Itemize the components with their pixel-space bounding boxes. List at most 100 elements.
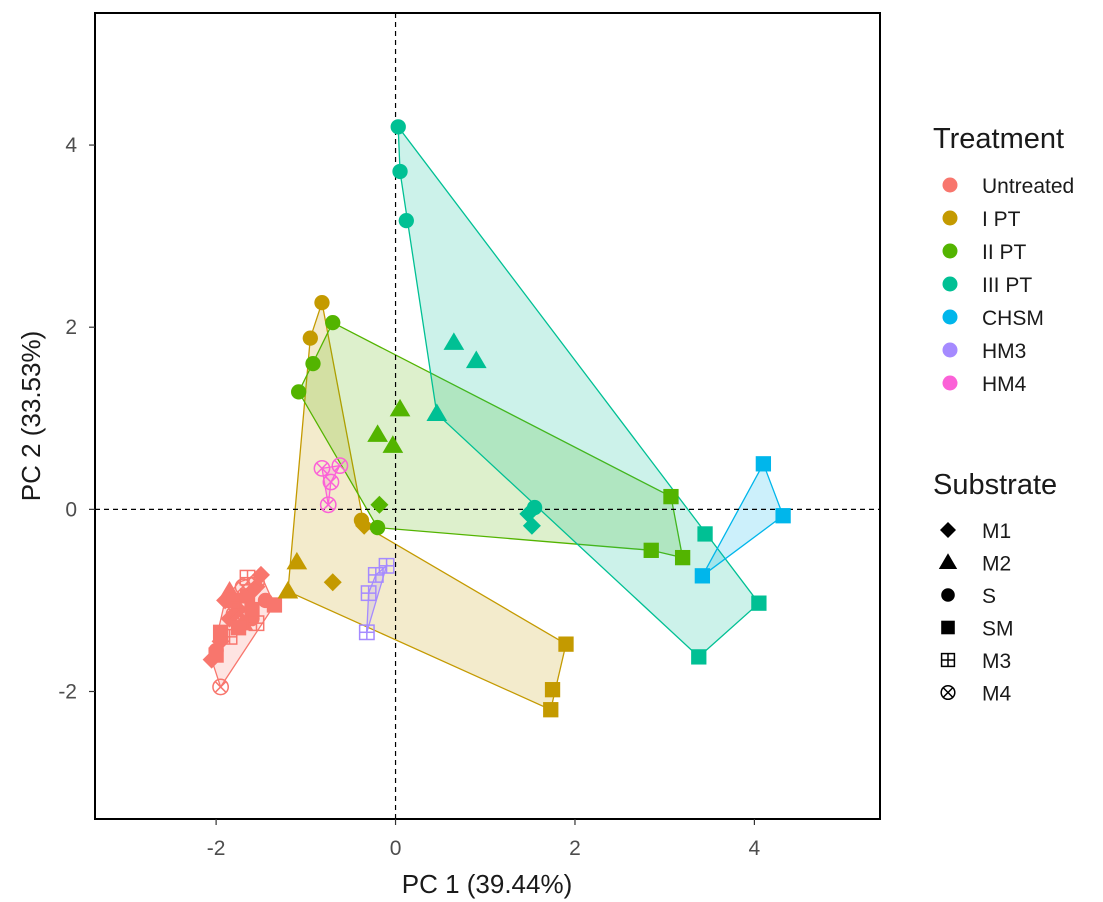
- point-i-pt-sm-7: [558, 636, 574, 652]
- point-chsm-sm-2: [694, 568, 711, 584]
- x-axis-title: PC 1 (39.44%): [402, 869, 573, 899]
- point-untreated-m3-23: [248, 615, 265, 632]
- point-iii-pt-m2-7: [465, 350, 487, 369]
- point-iii-pt-s-0: [390, 119, 406, 135]
- x-axis-ticks: -2 0 2 4: [207, 819, 761, 860]
- point-untreated-sm-15: [266, 597, 283, 613]
- legend-treatment-title: Treatment: [933, 123, 1064, 155]
- point-untreated-m4-24: [212, 678, 230, 696]
- plot-panel: [94, 12, 881, 820]
- point-i-pt-s-1: [302, 330, 318, 346]
- legend-key-m4: [940, 684, 956, 701]
- legend-label-m2: M2: [982, 553, 1011, 576]
- legend-treatment-items: Untreated I PT II PT III PT CHSM HM3 HM4: [942, 175, 1074, 396]
- legend-label-s: S: [982, 585, 996, 608]
- legend-label-hm4: HM4: [982, 373, 1027, 396]
- point-iii-pt-sm-10: [751, 595, 767, 611]
- point-i-pt-m2-5: [286, 551, 308, 570]
- legend: Treatment Untreated I PT II PT III PT CHSM HM…: [933, 123, 1074, 706]
- point-untreated-m4-27: [225, 605, 243, 623]
- point-iii-pt-sm-11: [691, 649, 707, 665]
- legend-label-m4: M4: [982, 683, 1011, 706]
- point-ii-pt-m2-5: [389, 398, 411, 417]
- legend-key-untreated: [942, 177, 958, 193]
- legend-key-hm3: [942, 342, 958, 358]
- x-tick-label: 0: [390, 837, 402, 860]
- legend-key-hm4: [942, 375, 958, 391]
- reference-lines: [95, 13, 880, 819]
- point-chsm-sm-0: [755, 456, 772, 472]
- legend-key-sm: [941, 620, 955, 635]
- legend-label-untreated: Untreated: [982, 175, 1074, 198]
- point-i-pt-sm-8: [544, 682, 561, 698]
- legend-label-m1: M1: [982, 520, 1011, 543]
- point-ii-pt-m1-4: [370, 495, 389, 514]
- point-ii-pt-s-1: [305, 355, 321, 372]
- y-tick-label: 0: [65, 498, 77, 521]
- point-iii-pt-sm-9: [697, 526, 713, 542]
- legend-substrate-title: Substrate: [933, 469, 1057, 501]
- legend-key-chsm: [942, 309, 958, 325]
- point-hm3-m3-1: [367, 566, 384, 583]
- point-ii-pt-m2-7: [382, 435, 404, 453]
- legend-key-m1: [940, 522, 956, 538]
- point-ii-pt-s-3: [369, 519, 386, 536]
- legend-label-i-pt: I PT: [982, 208, 1021, 231]
- point-untreated-sm-16: [212, 624, 229, 640]
- legend-key-i-pt: [942, 210, 958, 226]
- legend-substrate-items: M1 M2 S SM M3 M4: [938, 520, 1014, 706]
- legend-label-sm: SM: [982, 618, 1014, 641]
- point-ii-pt-s-2: [291, 384, 307, 400]
- point-i-pt-m1-4: [355, 516, 374, 535]
- point-untreated-sm-19: [244, 601, 260, 618]
- y-tick-label: 2: [65, 316, 77, 339]
- legend-label-iii-pt: III PT: [982, 274, 1032, 297]
- point-iii-pt-m2-8: [426, 403, 448, 421]
- legend-key-s: [941, 588, 955, 602]
- legend-key-ii-pt: [942, 243, 958, 259]
- point-untreated-sm-14: [239, 588, 256, 604]
- points-layer: [202, 119, 791, 718]
- legend-key-m3: [940, 652, 956, 668]
- point-i-pt-m1-3: [323, 573, 342, 592]
- point-ii-pt-sm-10: [643, 542, 659, 558]
- point-iii-pt-m1-5: [522, 516, 541, 535]
- y-axis-ticks: -2 0 2 4: [58, 134, 95, 703]
- legend-key-m2: [938, 553, 958, 569]
- y-tick-label: 4: [65, 134, 77, 157]
- point-iii-pt-s-2: [398, 212, 414, 229]
- x-tick-label: 4: [749, 837, 761, 860]
- x-tick-label: -2: [207, 837, 226, 860]
- point-hm3-m3-0: [378, 557, 395, 574]
- x-tick-label: 2: [569, 837, 581, 860]
- point-ii-pt-sm-8: [663, 488, 679, 505]
- legend-label-hm3: HM3: [982, 340, 1026, 363]
- legend-label-m3: M3: [982, 650, 1011, 673]
- point-ii-pt-m2-6: [367, 424, 388, 442]
- legend-label-chsm: CHSM: [982, 307, 1044, 330]
- point-untreated-sm-18: [208, 647, 224, 663]
- y-tick-label: -2: [58, 680, 77, 703]
- point-hm4-m4-1: [331, 457, 349, 475]
- point-hm4-m4-0: [313, 459, 331, 477]
- point-untreated-m4-26: [248, 573, 265, 591]
- point-hm3-m3-2: [360, 585, 377, 602]
- point-hm4-m4-3: [319, 496, 337, 514]
- point-ii-pt-sm-9: [674, 549, 691, 566]
- y-axis-title: PC 2 (33.53%): [16, 331, 46, 502]
- point-hm4-m4-2: [322, 473, 340, 491]
- point-iii-pt-m2-6: [443, 332, 465, 350]
- legend-key-iii-pt: [942, 276, 958, 292]
- point-chsm-sm-1: [775, 508, 791, 524]
- point-i-pt-s-0: [314, 294, 330, 311]
- point-untreated-sm-17: [230, 620, 247, 636]
- point-ii-pt-s-0: [325, 314, 341, 331]
- point-iii-pt-s-1: [392, 163, 408, 180]
- point-i-pt-m2-6: [277, 580, 299, 599]
- point-i-pt-sm-9: [543, 702, 559, 718]
- hull-chsm: [701, 462, 784, 577]
- legend-label-ii-pt: II PT: [982, 241, 1027, 264]
- point-untreated-m3-22: [221, 628, 238, 645]
- point-hm3-m3-3: [358, 624, 375, 641]
